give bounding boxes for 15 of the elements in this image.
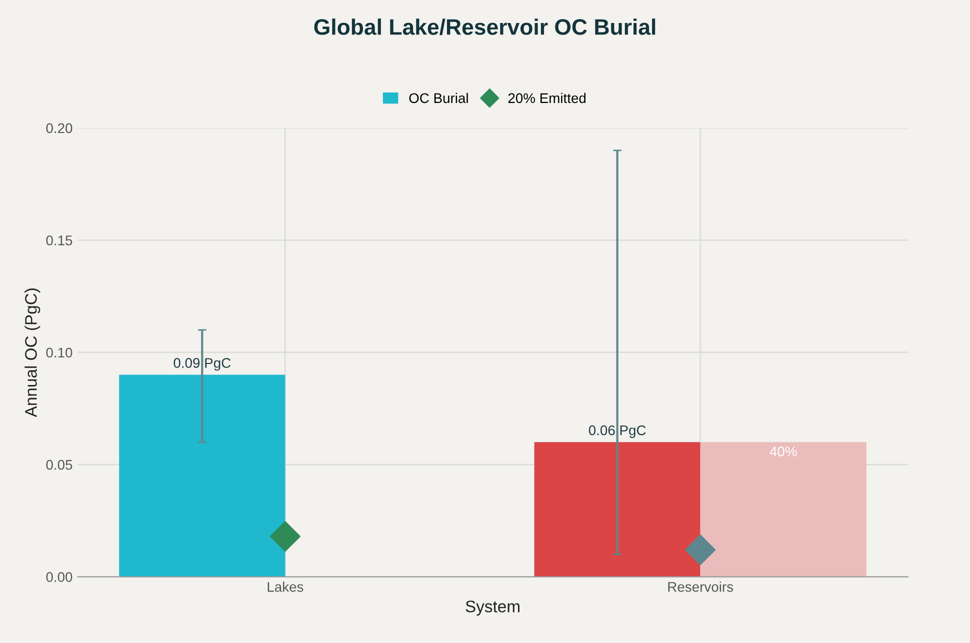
y-tick-label: 0.05 bbox=[46, 460, 72, 470]
y-axis-title: Annual OC (PgC) bbox=[24, 288, 40, 418]
legend-label: 20% Emitted bbox=[508, 92, 586, 104]
data-label: 0.09 PgC bbox=[174, 358, 231, 371]
y-tick-label: 0.00 bbox=[46, 572, 72, 582]
y-tick-label: 0.20 bbox=[46, 123, 72, 134]
annotation: 40% bbox=[770, 446, 797, 456]
y-tick-label: 0.15 bbox=[46, 235, 72, 246]
legend-label: OC Burial bbox=[409, 92, 468, 104]
y-tick-label: 0.10 bbox=[46, 348, 72, 358]
chart-title: Global Lake/Reservoir OC Burial bbox=[314, 18, 656, 36]
x-axis-title: System bbox=[466, 600, 520, 616]
x-tick-label: Lakes bbox=[268, 582, 304, 592]
x-tick-label: Reservoirs bbox=[668, 582, 734, 592]
data-label: 0.06 PgC bbox=[588, 425, 646, 438]
